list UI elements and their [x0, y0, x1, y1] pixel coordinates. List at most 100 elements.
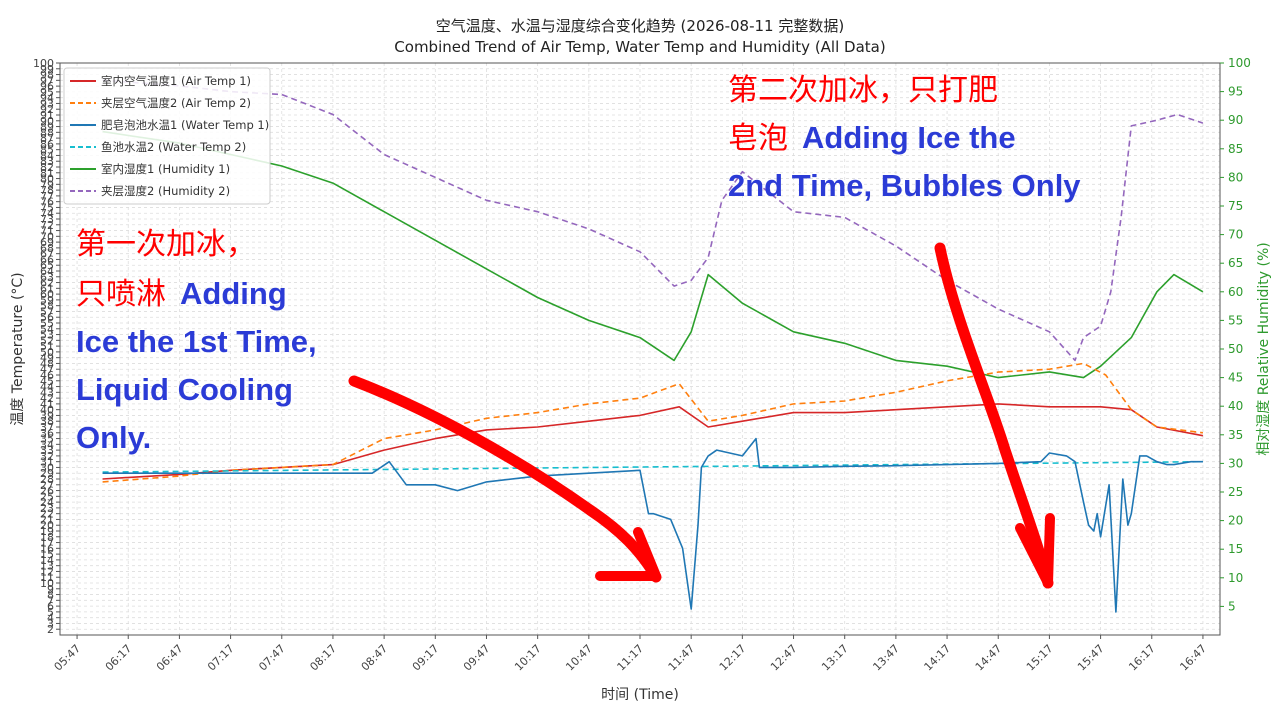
y-tick-left-label: 73 [40, 213, 54, 226]
y-tick-left-label: 60 [40, 288, 54, 301]
y-tick-right-label: 100 [1228, 56, 1251, 70]
y-axis-right: 5 10 15 20 25 30 35 40 45 50 55 60 65 70 75 80 85 90 95 100 [1220, 56, 1251, 613]
y-tick-left-label: 71 [40, 225, 54, 238]
arrow-first-head [595, 527, 661, 581]
y-axis-right-label: 相对湿度 Relative Humidity (%) [1256, 242, 1272, 456]
y-tick-left-label: 58 [40, 300, 54, 313]
y-tick-left-label: 19 [40, 525, 54, 538]
y-tick-left-label: 5 [47, 606, 54, 619]
y-tick-left-label: 100 [33, 57, 54, 70]
y-tick-left-label: 40 [40, 404, 54, 417]
y-tick-left-label: 67 [40, 248, 54, 261]
y-tick-right-label: 85 [1228, 142, 1243, 156]
y-tick-left-label: 38 [40, 415, 54, 428]
y-tick-right-label: 35 [1228, 428, 1243, 442]
y-tick-left-label: 44 [40, 381, 54, 394]
y-tick-left-label: 22 [40, 508, 54, 521]
arrow-second-head [1015, 513, 1055, 588]
series-layer [102, 79, 1204, 613]
y-tick-left-label: 25 [40, 490, 54, 503]
y-tick-left-label: 35 [40, 433, 54, 446]
y-tick-right-label: 55 [1228, 313, 1243, 327]
y-tick-left-label: 3 [47, 617, 54, 630]
y-tick-left-label: 54 [40, 323, 54, 336]
legend-label: 夹层湿度2 (Humidity 2) [101, 184, 230, 198]
y-tick-left-label: 42 [40, 392, 54, 405]
y-tick-left-label: 21 [40, 513, 54, 526]
annotation-second-cn-line2: 皂泡 [728, 121, 788, 156]
y-tick-right-label: 10 [1228, 571, 1243, 585]
y-tick-left-label: 81 [40, 167, 54, 180]
y-tick-right-label: 65 [1228, 256, 1243, 270]
y-tick-left-label: 8 [47, 589, 54, 602]
arrow-second-shaft [934, 242, 1054, 589]
y-tick-left-label: 36 [40, 427, 54, 440]
y-tick-left-label: 93 [40, 97, 54, 110]
y-tick-right-label: 70 [1228, 228, 1243, 242]
y-tick-left-label: 59 [40, 294, 54, 307]
y-tick-left-label: 53 [40, 329, 54, 342]
y-tick-left-label: 39 [40, 409, 54, 422]
annotation-first-cn-line1: 第一次加冰， [76, 227, 256, 262]
y-tick-left-label: 46 [40, 369, 54, 382]
chart-subtitle: Combined Trend of Air Temp, Water Temp a… [394, 38, 885, 56]
y-tick-left-label: 64 [40, 265, 54, 278]
y-tick-left-label: 33 [40, 444, 54, 457]
y-tick-left-label: 63 [40, 271, 54, 284]
y-tick-left-label: 47 [40, 363, 54, 376]
series-line-2 [102, 362, 1204, 483]
y-tick-left-label: 41 [40, 398, 54, 411]
y-tick-left-label: 95 [40, 86, 54, 99]
y-tick-left-label: 57 [40, 305, 54, 318]
series-line-4 [102, 460, 1203, 473]
annotation-first-ice: 第一次加冰， 只喷淋 Adding Ice the 1st Time, Liqui… [76, 227, 317, 455]
series-line-3 [102, 437, 1203, 613]
y-tick-left-label: 28 [40, 473, 54, 486]
annotation-first-cn-line2: 只喷淋 [76, 277, 166, 312]
y-tick-left-label: 17 [40, 537, 54, 550]
y-tick-left-label: 83 [40, 155, 54, 168]
annotation-first-en-line1: Adding [180, 276, 287, 311]
y-tick-left-label: 84 [40, 149, 54, 162]
y-tick-left-label: 14 [40, 554, 54, 567]
legend-label: 鱼池水温2 (Water Temp 2) [101, 140, 246, 154]
annotation-second-ice: 第二次加冰，只打肥 皂泡 Adding Ice the 2nd Time, Bub… [728, 73, 1081, 203]
y-tick-left-label: 48 [40, 357, 54, 370]
y-tick-left-label: 32 [40, 450, 54, 463]
annotation-second-cn-line1: 第二次加冰，只打肥 [728, 73, 998, 108]
y-tick-left-label: 99 [40, 63, 54, 76]
legend-label: 夹层空气温度2 (Air Temp 2) [101, 96, 251, 110]
y-tick-left-label: 76 [40, 196, 54, 209]
y-tick-right-label: 60 [1228, 285, 1243, 299]
series-line-6 [102, 79, 1204, 362]
annotation-second-line2: 皂泡 Adding Ice the [728, 120, 1016, 156]
y-tick-left-label: 74 [40, 207, 54, 220]
y-tick-left-label: 98 [40, 69, 54, 82]
annotation-first-en-line4: Only. [76, 420, 151, 455]
y-tick-left-label: 72 [40, 219, 54, 232]
y-tick-left-label: 78 [40, 184, 54, 197]
y-tick-left-label: 85 [40, 144, 54, 157]
y-tick-left-label: 87 [40, 132, 54, 145]
y-tick-right-label: 50 [1228, 342, 1243, 356]
y-tick-right-label: 90 [1228, 113, 1243, 127]
y-tick-left-label: 88 [40, 126, 54, 139]
legend-label: 室内空气温度1 (Air Temp 1) [101, 74, 251, 88]
y-tick-left-label: 66 [40, 253, 54, 266]
y-tick-left-label: 20 [40, 519, 54, 532]
y-tick-left-label: 52 [40, 334, 54, 347]
y-tick-left-label: 27 [40, 479, 54, 492]
y-tick-left-label: 56 [40, 311, 54, 324]
legend-label: 肥皂泡池水温1 (Water Temp 1) [101, 118, 269, 132]
legend-label: 室内湿度1 (Humidity 1) [101, 162, 230, 176]
y-tick-left-label: 55 [40, 317, 54, 330]
y-tick-left-label: 4 [47, 612, 54, 625]
y-tick-left-label: 30 [40, 461, 54, 474]
y-tick-left-label: 23 [40, 502, 54, 515]
y-tick-left-label: 24 [40, 496, 54, 509]
arrow-first-shaft [348, 375, 662, 583]
y-tick-left-label: 16 [40, 542, 54, 555]
y-tick-left-label: 97 [40, 74, 54, 87]
